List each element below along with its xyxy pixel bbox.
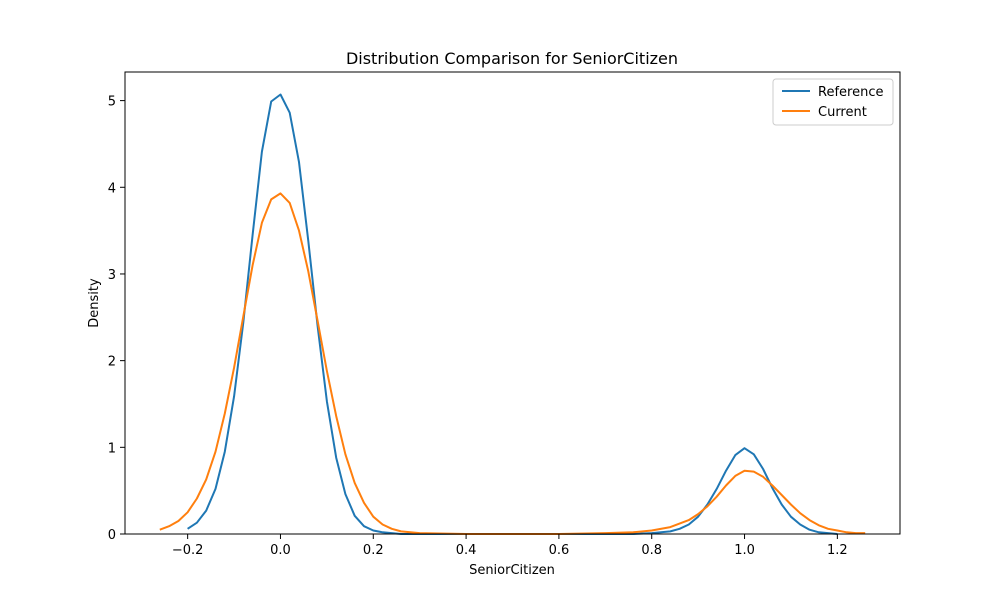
legend-label-current: Current [818, 105, 867, 120]
y-tick-label: 2 [108, 355, 116, 370]
legend-label-reference: Reference [818, 85, 883, 100]
x-tick-label: −0.2 [172, 543, 204, 558]
y-axis: 0 1 2 3 4 5 [108, 95, 125, 543]
x-tick-label: 0.8 [641, 543, 662, 558]
x-tick-label: 0.4 [456, 543, 477, 558]
series-line-current [159, 192, 866, 535]
y-tick-label: 0 [108, 528, 116, 543]
chart-title: Distribution Comparison for SeniorCitize… [346, 49, 678, 68]
y-tick-label: 4 [108, 181, 116, 196]
x-tick-label: 1.0 [734, 543, 755, 558]
x-tick-label: 0.0 [270, 543, 291, 558]
plot-area [159, 93, 866, 535]
x-axis: −0.2 0.0 0.2 0.4 0.6 0.8 1.0 1.2 [172, 534, 848, 558]
y-tick-label: 5 [108, 95, 116, 110]
y-tick-label: 1 [108, 441, 116, 456]
x-tick-label: 1.2 [827, 543, 848, 558]
x-axis-label: SeniorCitizen [469, 563, 555, 578]
y-axis-label: Density [87, 278, 102, 328]
legend: Reference Current [772, 78, 894, 126]
series-line-reference [187, 93, 838, 535]
axes-frame [124, 71, 901, 535]
x-tick-label: 0.6 [549, 543, 570, 558]
x-tick-label: 0.2 [363, 543, 384, 558]
y-tick-label: 3 [108, 268, 116, 283]
